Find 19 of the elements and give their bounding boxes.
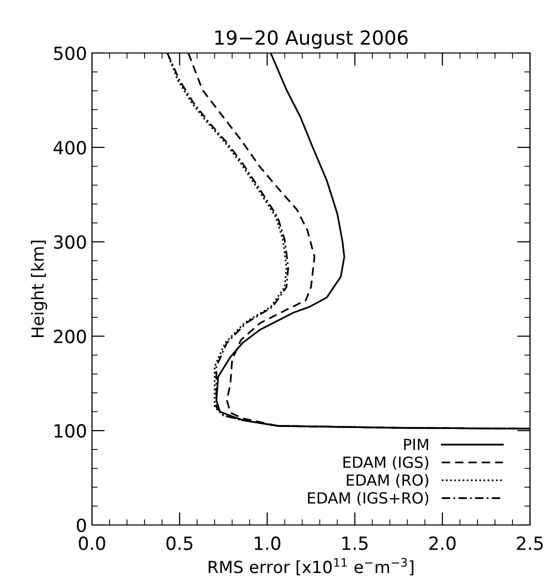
x-axis-title: RMS error [x10$^{11}$ e$^{−}$m$^{−3}$] xyxy=(208,558,414,576)
y-tick-label: 500 xyxy=(54,46,86,60)
legend-label: EDAM (IGS) xyxy=(343,456,428,470)
y-tick-label: 100 xyxy=(54,424,86,438)
y-axis-title: Height [km] xyxy=(30,240,48,338)
x-tick-label: 0.5 xyxy=(166,536,192,550)
y-tick-label: 200 xyxy=(54,330,86,344)
legend-label: EDAM (IGS+RO) xyxy=(308,492,428,506)
chart-title: 19−20 August 2006 xyxy=(215,30,408,49)
x-tick-label: 0.0 xyxy=(78,536,106,550)
y-tick-label: 400 xyxy=(54,140,86,155)
legend-label: EDAM (RO) xyxy=(346,474,428,488)
x-tick-label: 2.5 xyxy=(516,536,543,550)
y-tick-label: 300 xyxy=(54,235,86,249)
y-tick-label: 0 xyxy=(76,518,86,532)
x-tick-label: 2.0 xyxy=(429,536,456,550)
x-tick-label: 1.5 xyxy=(342,536,368,550)
legend-label: PIM xyxy=(404,438,428,450)
x-tick-label: 1.0 xyxy=(254,536,280,550)
